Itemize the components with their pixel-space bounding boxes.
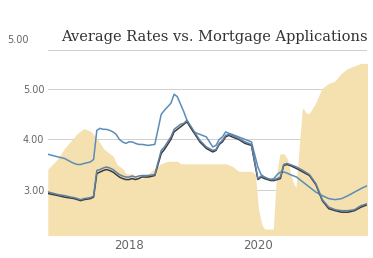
Text: Average Rates vs. Mortgage Applications: Average Rates vs. Mortgage Applications bbox=[61, 30, 368, 44]
Text: 5.00: 5.00 bbox=[7, 35, 28, 45]
